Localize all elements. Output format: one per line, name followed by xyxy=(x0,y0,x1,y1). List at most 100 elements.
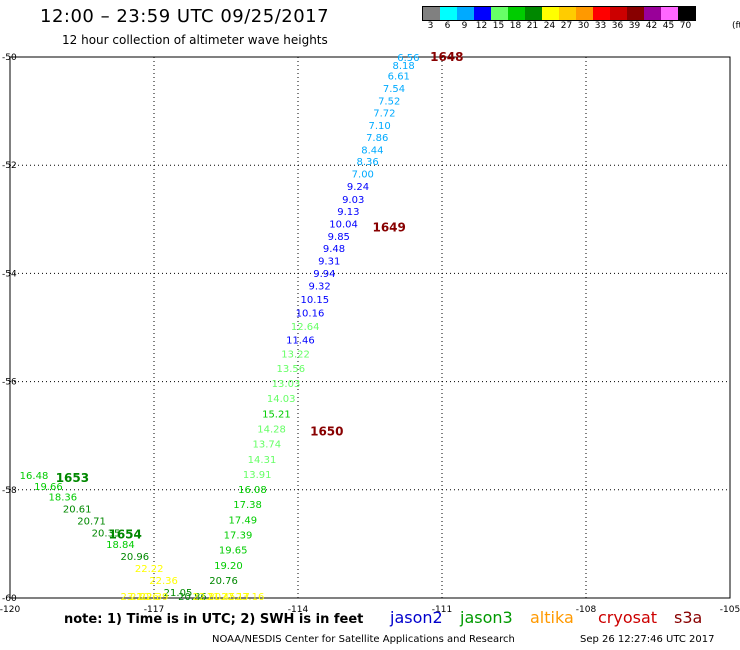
x-tick-label: -108 xyxy=(576,605,597,615)
color-scale-label: 24 xyxy=(543,21,556,31)
wave-height-value: 7.54 xyxy=(383,84,405,95)
color-scale-swatch xyxy=(474,7,491,20)
color-scale-swatch xyxy=(559,7,576,20)
wave-height-value: 7.86 xyxy=(366,133,388,144)
color-scale-swatch xyxy=(423,7,440,20)
wave-height-value: 16.08 xyxy=(238,485,267,496)
wave-height-value: 14.31 xyxy=(248,455,277,466)
color-scale-swatch xyxy=(508,7,525,20)
wave-height-value: 17.49 xyxy=(228,515,257,526)
color-scale-label: 15 xyxy=(492,21,505,31)
credit-text: NOAA/NESDIS Center for Satellite Applica… xyxy=(212,634,515,645)
wave-height-value: 11.46 xyxy=(286,336,315,347)
color-scale-label: 27 xyxy=(560,21,573,31)
color-scale-label: 33 xyxy=(594,21,607,31)
color-scale-swatches xyxy=(422,6,696,21)
wave-height-value: 6.56 xyxy=(397,53,419,64)
wave-height-value: 21.05 xyxy=(164,588,193,599)
pass-number-label: 1649 xyxy=(372,220,405,234)
generated-timestamp: Sep 26 12:27:46 UTC 2017 xyxy=(580,634,715,645)
wave-height-value: 8.44 xyxy=(361,145,383,156)
color-scale-label: 6 xyxy=(444,21,451,31)
color-scale-swatch xyxy=(542,7,559,20)
color-scale-swatch xyxy=(525,7,542,20)
page-subtitle: 12 hour collection of altimeter wave hei… xyxy=(62,33,328,47)
color-scale-swatch xyxy=(644,7,661,20)
wave-height-value: 19.66 xyxy=(34,482,63,493)
wave-height-value: 7.72 xyxy=(373,109,395,120)
color-scale-swatch xyxy=(610,7,627,20)
color-scale-swatch xyxy=(627,7,644,20)
wave-height-value: 19.20 xyxy=(214,561,243,572)
wave-height-value: 17.38 xyxy=(233,500,262,511)
x-tick-label: -114 xyxy=(288,605,309,615)
wave-height-value: 16.48 xyxy=(20,471,49,482)
wave-height-value: 18.84 xyxy=(106,540,135,551)
color-scale-unit: (ft) xyxy=(732,21,740,31)
wave-height-value: 20.35 xyxy=(92,528,121,539)
pass-number-label: 1648 xyxy=(430,50,463,64)
page-title: 12:00 – 23:59 UTC 09/25/2017 xyxy=(40,6,330,27)
pass-number-label: 1654 xyxy=(108,528,141,542)
color-scale-label: 30 xyxy=(577,21,590,31)
color-scale-label: 39 xyxy=(628,21,641,31)
wave-height-value: 22.36 xyxy=(149,576,178,587)
wave-height-value: 9.48 xyxy=(323,244,345,255)
x-tick-label: -120 xyxy=(0,605,20,615)
wave-height-value: 22.22 xyxy=(135,564,164,575)
wave-height-value: 13.91 xyxy=(243,470,272,481)
plot-frame xyxy=(9,56,731,599)
color-scale-swatch xyxy=(491,7,508,20)
color-scale-swatch xyxy=(661,7,678,20)
color-scale-label: 3 xyxy=(427,21,434,31)
color-scale-swatch xyxy=(457,7,474,20)
wave-height-value: 7.10 xyxy=(368,121,390,132)
wave-height-value: 20.71 xyxy=(77,516,106,527)
wave-height-value: 13.22 xyxy=(281,349,310,360)
color-scale-label: 12 xyxy=(475,21,488,31)
color-scale-label: 21 xyxy=(526,21,539,31)
wave-height-value: 15.21 xyxy=(262,409,291,420)
wave-height-value: 9.85 xyxy=(328,232,350,243)
wave-height-value: 22.80 xyxy=(192,592,221,603)
pass-number-label: 1653 xyxy=(56,471,89,485)
wave-height-value: 21.26 xyxy=(130,592,159,603)
pass-number-label: 1650 xyxy=(310,424,343,438)
wave-height-value: 6.61 xyxy=(388,72,410,83)
wave-height-value: 9.13 xyxy=(337,207,359,218)
wave-height-value: 10.15 xyxy=(300,295,329,306)
wave-height-value: 20.96 xyxy=(120,552,149,563)
wave-height-value: 22.17 xyxy=(221,592,250,603)
y-tick-label: -60 xyxy=(2,594,17,604)
color-scale-label: 42 xyxy=(645,21,658,31)
legend-item-cryosat: cryosat xyxy=(598,608,658,627)
legend-item-altika: altika xyxy=(530,608,574,627)
y-tick-label: -50 xyxy=(2,53,17,63)
x-tick-label: -117 xyxy=(144,605,164,615)
y-tick-label: -54 xyxy=(2,269,17,279)
wave-height-value: 22.39 xyxy=(140,592,169,603)
color-scale-label: 18 xyxy=(509,21,522,31)
wave-height-value: 12.64 xyxy=(291,322,320,333)
color-scale-swatch xyxy=(440,7,457,20)
color-scale-label: 36 xyxy=(611,21,624,31)
wave-height-value: 23.16 xyxy=(236,592,265,603)
wave-height-value: 10.04 xyxy=(329,219,358,230)
wave-height-value: 17.39 xyxy=(224,530,253,541)
y-tick-label: -56 xyxy=(2,378,17,388)
wave-height-value: 20.61 xyxy=(63,505,92,516)
color-scale-swatch xyxy=(678,7,695,20)
wave-height-value: 20.76 xyxy=(209,576,238,587)
x-tick-label: -105 xyxy=(720,605,740,615)
wave-height-value: 19.65 xyxy=(219,546,248,557)
wave-height-value: 14.03 xyxy=(267,394,296,405)
y-tick-label: -58 xyxy=(2,486,17,496)
wave-height-value: 23.20 xyxy=(120,592,149,603)
wave-height-value: 8.18 xyxy=(392,61,414,72)
legend-item-jason3: jason3 xyxy=(460,608,513,627)
y-tick-label: -52 xyxy=(2,161,17,171)
color-scale-label: 45 xyxy=(662,21,675,31)
wave-height-value: 13.74 xyxy=(252,440,281,451)
